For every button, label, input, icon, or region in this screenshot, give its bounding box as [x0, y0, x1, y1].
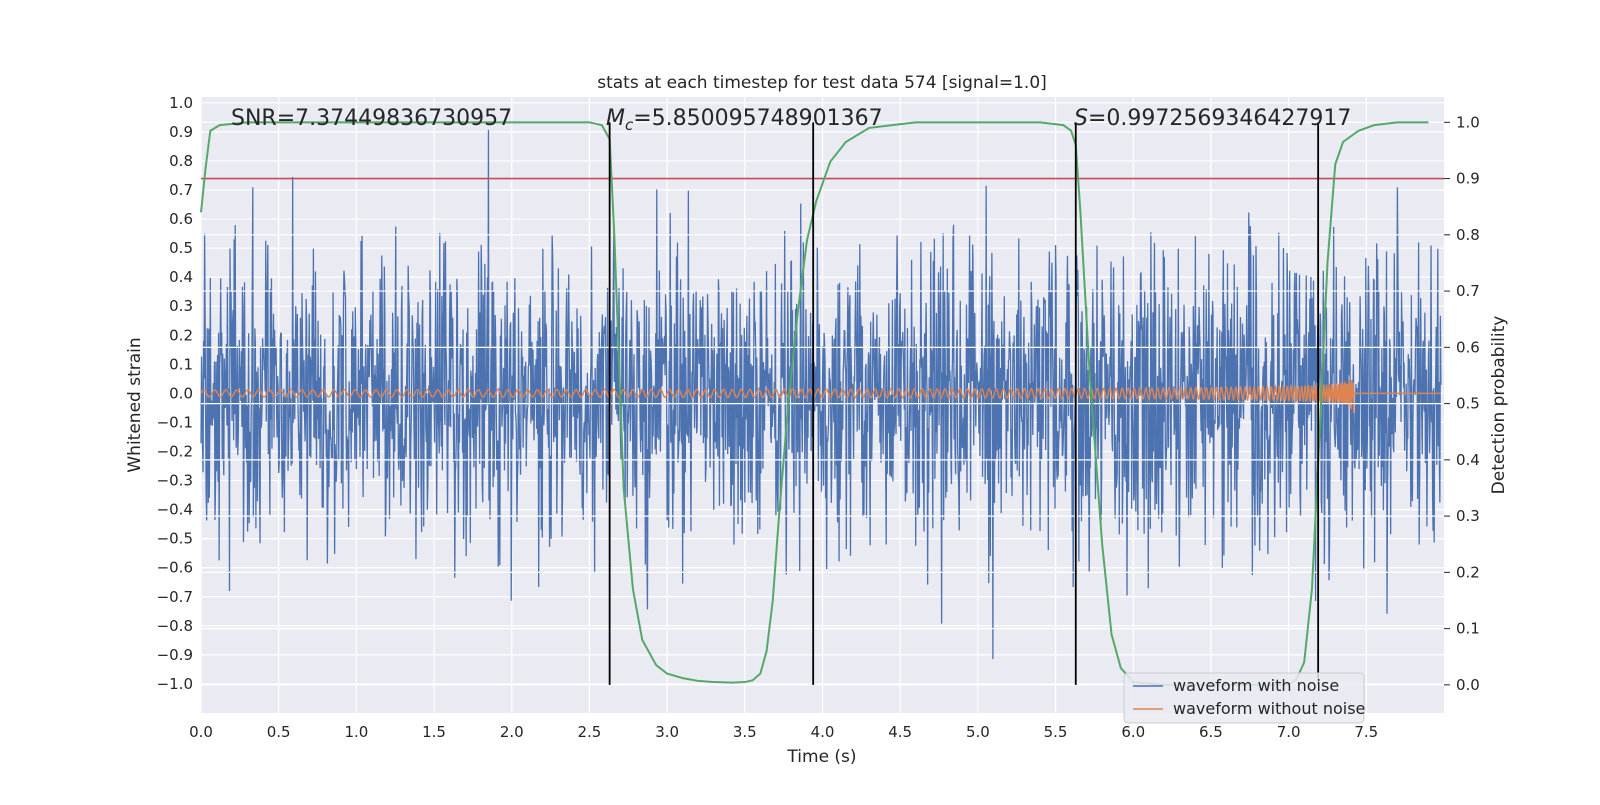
snr-annotation: SNR=7.37449836730957	[231, 106, 512, 131]
chirp-mass-annotation: Mc=5.850095748901367	[606, 106, 883, 134]
legend-label-clean: waveform without noise	[1173, 699, 1365, 718]
plot-content	[200, 129, 1442, 660]
y-left-tick-label: 0.2	[169, 326, 193, 344]
mc-symbol: M	[606, 106, 625, 131]
x-tick-label: 0.5	[267, 723, 291, 741]
y-left-tick-label: 0.9	[169, 123, 193, 141]
y-right-tick-label: 0.5	[1456, 395, 1480, 413]
y-left-tick-label: 0.0	[169, 384, 193, 402]
y-left-tick-label: −0.4	[157, 501, 193, 519]
y-left-tick-label: −0.6	[157, 559, 193, 577]
y-left-tick-label: 0.1	[169, 355, 193, 373]
y-left-tick-label: 0.7	[169, 181, 193, 199]
y-left-tick-label: −0.1	[157, 413, 193, 431]
y-right-tick-label: 0.7	[1456, 282, 1480, 300]
y-left-tick-label: −1.0	[157, 675, 193, 693]
grid-right	[201, 121, 1444, 686]
mc-value: =5.850095748901367	[633, 106, 882, 131]
x-tick-label: 6.5	[1199, 723, 1223, 741]
series-waveform-without-noise	[200, 379, 1441, 414]
s-annotation: S=0.9972569346427917	[1074, 106, 1351, 131]
y-left-tick-label: −0.5	[157, 530, 193, 548]
y-right-tick-label: 0.2	[1456, 563, 1480, 581]
x-tick-label: 2.0	[500, 723, 524, 741]
x-tick-label: 7.0	[1277, 723, 1301, 741]
y-axis-right-label: Detection probability	[1489, 316, 1509, 495]
x-tick-label: 3.5	[733, 723, 757, 741]
x-tick-label: 1.5	[422, 723, 446, 741]
y-left-tick-label: −0.9	[157, 646, 193, 664]
legend-label-noise: waveform with noise	[1173, 676, 1339, 695]
mc-subscript: c	[625, 116, 634, 134]
y-right-tick-label: 0.0	[1456, 676, 1480, 694]
y-right-tick-label: 0.1	[1456, 620, 1480, 638]
y-left-tick-label: 1.0	[169, 94, 193, 112]
tick-labels: 1.0 0.9 0.8 0.7 0.6 0.5 0.4 0.3 0.2 0.1 0.0 −0.1 −0.…	[157, 94, 1480, 741]
s-symbol: S	[1074, 106, 1088, 131]
y-left-tick-label: 0.5	[169, 239, 193, 257]
y-right-tick-label: 0.8	[1456, 226, 1480, 244]
y-left-tick-label: 0.8	[169, 152, 193, 170]
y-left-tick-label: −0.2	[157, 442, 193, 460]
x-tick-label: 4.0	[811, 723, 835, 741]
y-right-tick-label: 1.0	[1456, 113, 1480, 131]
x-tick-label: 3.0	[655, 723, 679, 741]
x-tick-label: 1.0	[344, 723, 368, 741]
y-left-tick-label: 0.4	[169, 268, 193, 286]
x-axis-label: Time (s)	[786, 747, 856, 767]
series-waveform-with-noise	[200, 129, 1442, 660]
x-tick-label: 6.0	[1121, 723, 1145, 741]
y-right-tick-label: 0.3	[1456, 507, 1480, 525]
x-tick-label: 0.0	[189, 723, 213, 741]
y-left-tick-label: 0.6	[169, 210, 193, 228]
x-tick-label: 2.5	[578, 723, 602, 741]
legend-box	[1123, 672, 1365, 724]
legend: waveform with noise waveform without noi…	[1123, 672, 1365, 724]
y-right-tick-label: 0.4	[1456, 451, 1480, 469]
x-tick-label: 5.0	[966, 723, 990, 741]
y-left-tick-label: −0.3	[157, 472, 193, 490]
y-right-tick-label: 0.9	[1456, 170, 1480, 188]
x-tick-label: 4.5	[888, 723, 912, 741]
x-tick-label: 5.5	[1044, 723, 1068, 741]
y-left-tick-label: −0.7	[157, 588, 193, 606]
y-right-tick-label: 0.6	[1456, 338, 1480, 356]
y-left-tick-label: 0.3	[169, 297, 193, 315]
y-left-tick-label: −0.8	[157, 617, 193, 635]
y-axis-left-label: Whitened strain	[125, 337, 145, 472]
x-tick-label: 7.5	[1354, 723, 1378, 741]
chart-title: stats at each timestep for test data 574…	[597, 73, 1047, 93]
s-value: =0.9972569346427917	[1088, 106, 1351, 131]
